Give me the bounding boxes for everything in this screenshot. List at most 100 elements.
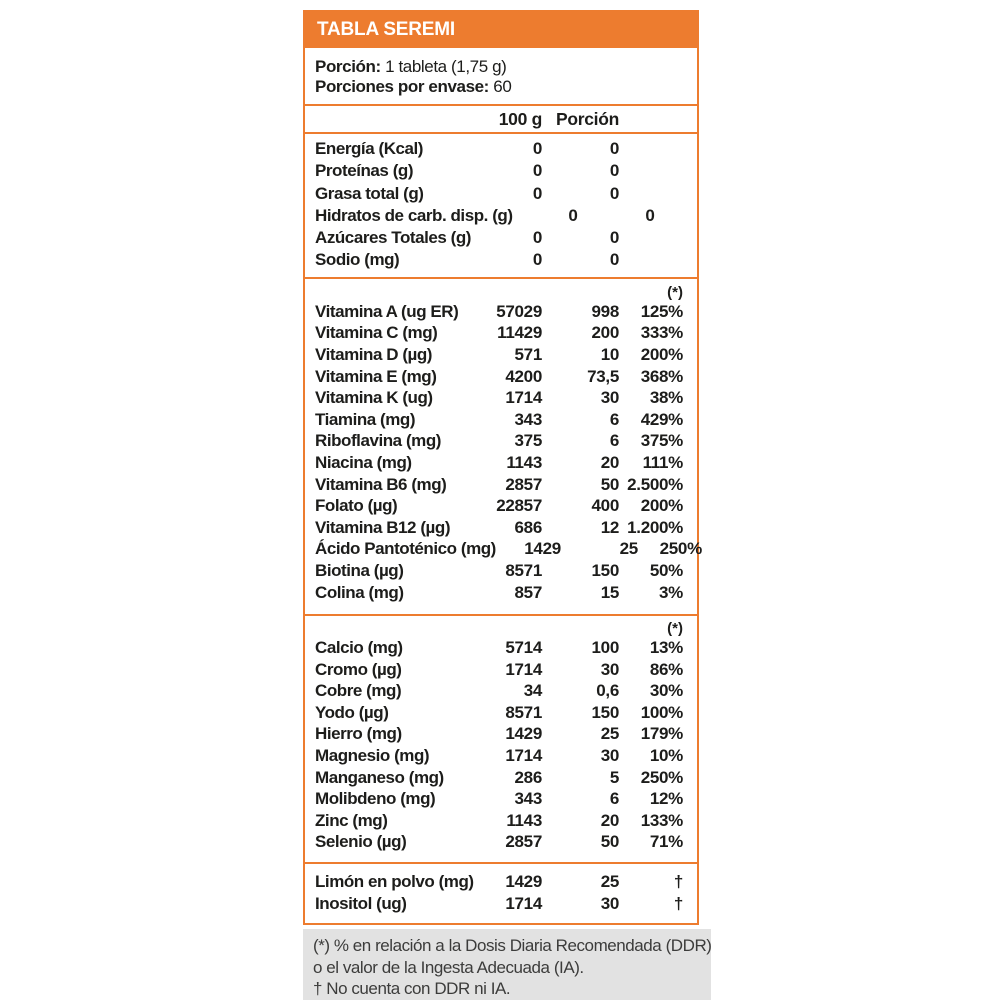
nutrient-name: Azúcares Totales (g) [315,228,472,248]
value-per-portion: 0 [645,205,655,225]
table-row: Limón en polvo (mg) 1429 25 † [305,871,697,893]
nutrient-name: Tiamina (mg) [315,409,416,429]
portion-line: Porción: 1 tableta (1,75 g) [315,57,685,77]
percent-ddr: 71% [649,832,683,852]
value-per-100g: 0 [532,161,542,181]
column-header-portion: Porción [555,109,619,129]
table-row: Azúcares Totales (g) 0 0 [305,227,697,249]
value-per-portion: 100 [591,638,620,658]
value-per-portion: 12 [600,517,620,537]
nutrient-name: Hidratos de carb. disp. (g) [315,205,513,225]
percent-ddr: 133% [640,810,684,830]
value-per-portion: 150 [591,560,620,580]
minerals-section: (*) Calcio (mg) 5714 100 13% Cromo (µg) 1714 30… [305,616,697,862]
value-per-100g: 22857 [496,496,542,516]
value-per-100g: 2857 [505,474,542,494]
nutrient-name: Limón en polvo (mg) [315,872,474,892]
column-header-pct-spacer [619,106,683,132]
nutrient-name: Inositol (ug) [315,894,407,914]
percent-ddr: 125% [640,301,684,321]
asterisk-note-marker: (*) [667,620,683,638]
table-row: Vitamina E (mg) 4200 73,5 368% [305,366,697,388]
nutrient-name: Sodio (mg) [315,250,400,270]
percent-ddr: † [673,894,683,914]
nutrient-name: Vitamina B12 (µg) [315,517,451,537]
percent-ddr: † [673,872,683,892]
nutrient-name: Vitamina E (mg) [315,366,437,386]
value-per-100g: 0 [568,205,578,225]
value-per-100g: 11429 [497,323,542,343]
percent-ddr [655,205,719,227]
nutrient-name: Grasa total (g) [315,183,424,203]
table-row: Inositol (ug) 1714 30 † [305,893,697,915]
value-per-portion: 50 [600,474,620,494]
table-row: Tiamina (mg) 343 6 429% [305,409,697,431]
nutrient-name: Vitamina C (mg) [315,323,438,343]
nutrient-name: Zinc (mg) [315,810,388,830]
value-per-100g: 1714 [505,894,542,914]
nutrient-name: Hierro (mg) [315,724,402,744]
table-row: Cromo (µg) 1714 30 86% [305,659,697,681]
section-divider [305,276,697,279]
nutrient-name: Selenio (µg) [315,832,407,852]
value-per-100g: 1429 [505,724,542,744]
value-per-portion: 5 [609,767,619,787]
nutrient-name: Vitamina K (ug) [315,388,433,408]
nutrient-name: Cobre (mg) [315,681,402,701]
value-per-100g: 343 [514,789,543,809]
table-row: Niacina (mg) 1143 20 111% [305,452,697,474]
value-per-portion: 200 [591,323,620,343]
value-per-100g: 571 [514,344,543,364]
percent-ddr: 38% [649,388,683,408]
value-per-portion: 15 [600,582,620,602]
servings-per-container-label: Porciones por envase: [315,77,489,96]
portion-value: 1 tableta (1,75 g) [385,57,507,76]
table-row: Vitamina A (ug ER) 57029 998 125% [305,301,697,323]
value-per-100g: 0 [532,228,542,248]
table-row: Manganeso (mg) 286 5 250% [305,767,697,789]
footnote-dagger: † No cuenta con DDR ni IA. [313,979,511,998]
value-per-portion: 150 [591,702,620,722]
nutrient-name: Biotina (µg) [315,560,404,580]
value-per-100g: 1429 [505,872,542,892]
table-row: Molibdeno (mg) 343 6 12% [305,788,697,810]
table-row: Vitamina B6 (mg) 2857 50 2.500% [305,474,697,496]
table-row: Calcio (mg) 5714 100 13% [305,637,697,659]
value-per-100g: 1143 [506,810,542,830]
footnote-ia: o el valor de la Ingesta Adecuada (IA). [313,957,584,977]
percent-ddr: 3% [659,582,683,602]
value-per-portion: 73,5 [587,366,619,386]
nutrition-table: TABLA SEREMI Porción: 1 tableta (1,75 g)… [303,10,702,926]
value-per-portion: 0,6 [596,681,619,701]
nutrient-name: Ácido Pantoténico (mg) [315,539,496,559]
table-row: Proteínas (g) 0 0 [305,160,697,182]
table-row: Hierro (mg) 1429 25 179% [305,723,697,745]
table-row: Folato (µg) 22857 400 200% [305,495,697,517]
nutrient-name: Calcio (mg) [315,638,403,658]
footnote-ddr: (*) % en relación a la Dosis Diaria Reco… [313,936,712,955]
value-per-100g: 5714 [505,638,542,658]
percent-ddr [619,138,683,160]
table-row: Riboflavina (mg) 375 6 375% [305,430,697,452]
value-per-portion: 20 [600,452,620,472]
percent-ddr: 111% [642,452,684,472]
vitamins-section: (*) Vitamina A (ug ER) 57029 998 125% Vitamin… [305,279,702,614]
basic-nutrients-section: Energía (Kcal) 0 0 Proteínas (g) 0 0 Grasa tot… [305,134,697,277]
table-row: Zinc (mg) 1143 20 133% [305,810,697,832]
value-per-100g: 4200 [505,366,542,386]
percent-ddr [619,183,683,205]
section-divider [305,862,697,865]
value-per-portion: 20 [600,810,620,830]
portion-label: Porción: [315,57,381,76]
nutrient-name: Folato (µg) [315,496,398,516]
value-per-100g: 286 [514,767,543,787]
percent-ddr: 12% [649,789,683,809]
table-row: Vitamina D (µg) 571 10 200% [305,344,697,366]
percent-ddr: 200% [640,496,684,516]
column-header-100g: 100 g [498,109,543,129]
value-per-portion: 30 [600,746,620,766]
value-per-portion: 998 [591,301,620,321]
nutrient-name: Colina (mg) [315,582,404,602]
value-per-100g: 0 [532,139,542,158]
